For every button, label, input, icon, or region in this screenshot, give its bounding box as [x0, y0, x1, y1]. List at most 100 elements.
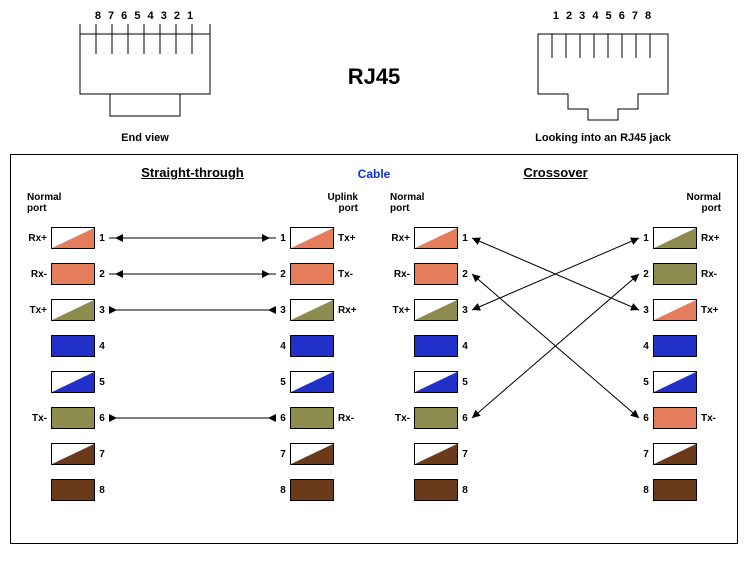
wire-colorbox	[414, 263, 458, 285]
wire-colorbox	[414, 407, 458, 429]
signal-label: Tx+	[23, 305, 51, 316]
wire-colorbox	[414, 299, 458, 321]
pin-number: 6	[458, 413, 472, 424]
pin-row: Rx+11Tx+	[23, 224, 362, 252]
pin-number: 1	[458, 233, 472, 244]
straight-pins-area: Rx+11Tx+Rx-22Tx-Tx+33Rx+4455Tx-66Rx-7788	[23, 218, 362, 518]
jack-view: 1 2 3 4 5 6 7 8 Looking into an RJ45 jac…	[528, 10, 678, 144]
wire-colorbox	[653, 407, 697, 429]
signal-label: Tx-	[334, 269, 362, 280]
pin-row: 55	[386, 368, 725, 396]
signal-label: Tx+	[334, 233, 362, 244]
signal-label: Tx+	[697, 305, 725, 316]
pin-number: 6	[276, 413, 290, 424]
end-view: 8 7 6 5 4 3 2 1 End view	[70, 10, 220, 144]
wire-colorbox	[290, 407, 334, 429]
signal-label: Tx-	[23, 413, 51, 424]
jack-svg	[528, 24, 678, 124]
signal-label: Rx+	[23, 233, 51, 244]
signal-label: Tx+	[386, 305, 414, 316]
pin-row: Rx-22Tx-	[23, 260, 362, 288]
straight-ports: Normal port Uplink port	[23, 192, 362, 218]
wire-colorbox	[653, 335, 697, 357]
wire-colorbox	[290, 335, 334, 357]
wire-colorbox	[290, 299, 334, 321]
pin-row: Rx-22Rx-	[386, 260, 725, 288]
wire-colorbox	[51, 407, 95, 429]
pin-row: 88	[386, 476, 725, 504]
wire-colorbox	[414, 479, 458, 501]
end-view-pins: 8 7 6 5 4 3 2 1	[70, 10, 220, 22]
wire-colorbox	[653, 443, 697, 465]
signal-label: Rx-	[697, 269, 725, 280]
wire-colorbox	[653, 371, 697, 393]
pin-number: 2	[458, 269, 472, 280]
pin-number: 5	[276, 377, 290, 388]
pin-row: Tx- 6 6 Rx-	[23, 404, 362, 432]
wire-colorbox	[51, 263, 95, 285]
pin-number: 8	[639, 485, 653, 496]
wire-colorbox	[290, 371, 334, 393]
wire-colorbox	[290, 443, 334, 465]
wire-colorbox	[290, 227, 334, 249]
pin-number: 8	[276, 485, 290, 496]
straight-panel: Straight-through Normal port Uplink port…	[11, 155, 374, 543]
pin-number: 2	[276, 269, 290, 280]
wire-colorbox	[653, 479, 697, 501]
pin-row: Tx+33Rx+	[23, 296, 362, 324]
pin-row: 77	[386, 440, 725, 468]
signal-label: Tx-	[697, 413, 725, 424]
wire-colorbox	[414, 227, 458, 249]
crossover-title: Crossover	[386, 165, 725, 180]
straight-left-port: Normal port	[27, 192, 77, 214]
crossover-panel: Crossover Normal port Normal port Rx+11R…	[374, 155, 737, 543]
pin-number: 4	[639, 341, 653, 352]
straight-right-port: Uplink port	[308, 192, 358, 214]
pin-number: 1	[639, 233, 653, 244]
pin-number: 8	[458, 485, 472, 496]
wire-colorbox	[51, 479, 95, 501]
pin-number: 3	[458, 305, 472, 316]
pin-number: 5	[639, 377, 653, 388]
pin-number: 1	[276, 233, 290, 244]
wire-colorbox	[414, 371, 458, 393]
crossover-right-port: Normal port	[671, 192, 721, 214]
top-section: 8 7 6 5 4 3 2 1 End view RJ45 1 2 3 4 5 …	[10, 10, 738, 154]
wire-colorbox	[51, 299, 95, 321]
wire-colorbox	[51, 371, 95, 393]
wire-colorbox	[653, 299, 697, 321]
straight-title: Straight-through	[23, 165, 362, 180]
pin-number: 7	[95, 449, 109, 460]
pin-number: 5	[95, 377, 109, 388]
pin-number: 8	[95, 485, 109, 496]
wire-colorbox	[414, 443, 458, 465]
signal-label: Rx-	[334, 413, 362, 424]
wire-colorbox	[653, 263, 697, 285]
wire-colorbox	[51, 227, 95, 249]
jack-pins: 1 2 3 4 5 6 7 8	[528, 10, 678, 22]
pin-number: 7	[276, 449, 290, 460]
wire-colorbox	[51, 335, 95, 357]
jack-caption: Looking into an RJ45 jack	[528, 132, 678, 144]
pin-row: Rx+ 1 1 Rx+	[386, 224, 725, 252]
pin-number: 7	[458, 449, 472, 460]
pin-number: 6	[639, 413, 653, 424]
pin-number: 4	[95, 341, 109, 352]
signal-label: Rx+	[334, 305, 362, 316]
signal-label: Rx+	[697, 233, 725, 244]
pin-row: 55	[23, 368, 362, 396]
signal-label: Rx+	[386, 233, 414, 244]
end-view-caption: End view	[70, 132, 220, 144]
main-panel: Cable Straight-through Normal port Uplin…	[10, 154, 738, 544]
rj45-title: RJ45	[348, 64, 401, 90]
pin-row: Tx- 6 6 Tx-	[386, 404, 725, 432]
wire-colorbox	[290, 263, 334, 285]
pin-number: 6	[95, 413, 109, 424]
wire-colorbox	[51, 443, 95, 465]
signal-label: Rx-	[386, 269, 414, 280]
end-view-svg	[70, 24, 220, 124]
crossover-ports: Normal port Normal port	[386, 192, 725, 218]
signal-label: Tx-	[386, 413, 414, 424]
pin-row: 88	[23, 476, 362, 504]
pin-number: 4	[458, 341, 472, 352]
